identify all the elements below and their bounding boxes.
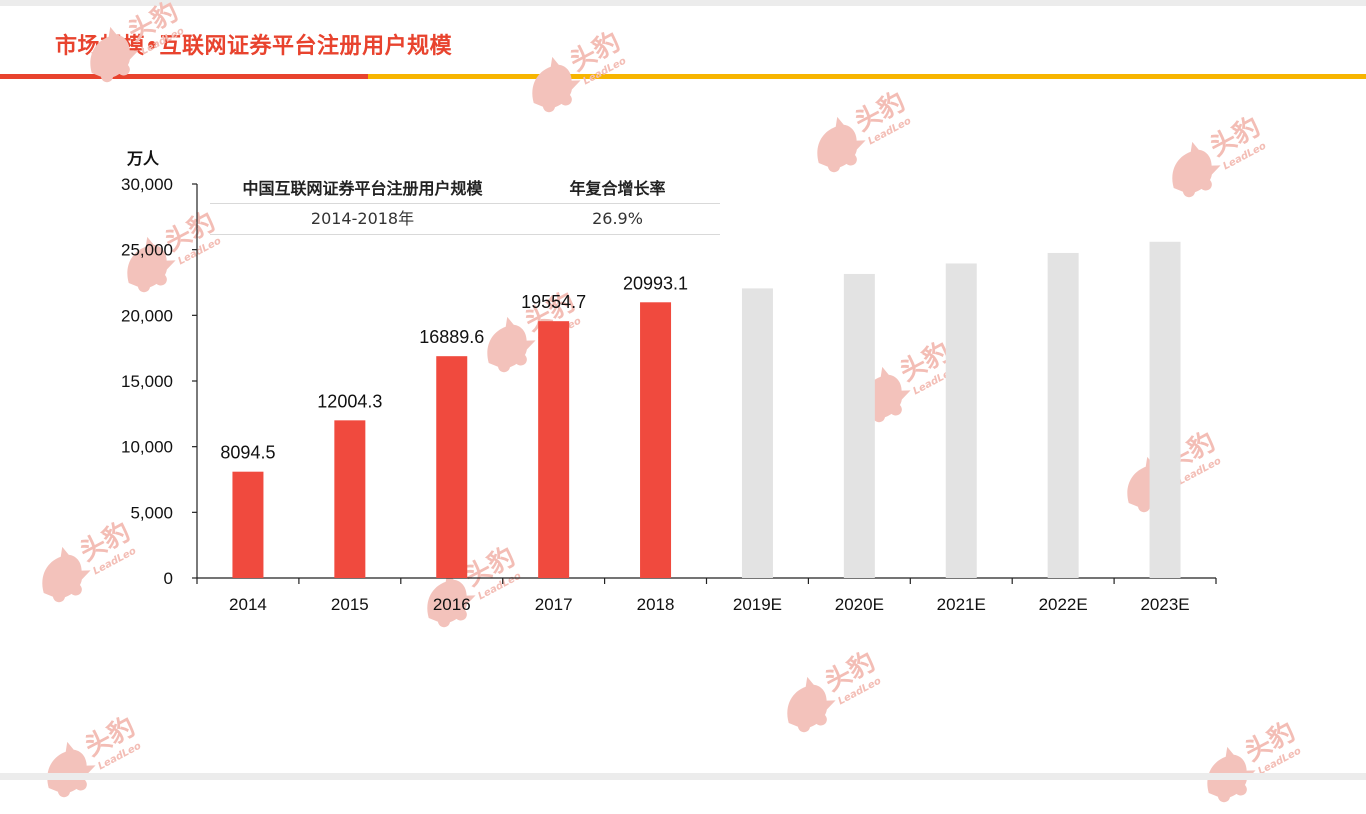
x-tick-label-2018: 2018 (637, 595, 675, 614)
y-tick-label: 5,000 (130, 503, 173, 522)
bar-2015 (334, 420, 366, 578)
x-tick-label-2017: 2017 (535, 595, 573, 614)
bar-2018 (640, 302, 672, 578)
bar-chart: 0 5,000 10,000 15,000 20,000 25,000 30,000 8094… (121, 175, 1217, 614)
data-label-2017: 19554.7 (521, 292, 586, 312)
bar-forecast-2023E (1149, 241, 1181, 578)
data-label-2018: 20993.1 (623, 273, 688, 293)
bottom-strip (0, 773, 1366, 780)
y-tick-label: 20,000 (121, 306, 173, 325)
x-tick-label-2014: 2014 (229, 595, 267, 614)
y-tick-label: 10,000 (121, 438, 173, 457)
bar-forecast-2022E (1047, 252, 1079, 578)
cagr-header-metric: 中国互联网证券平台注册用户规模 (242, 179, 483, 198)
cagr-period: 2014-2018年 (310, 209, 415, 228)
data-label-2014: 8094.5 (220, 443, 275, 463)
x-tick-label-2020E: 2020E (835, 595, 884, 614)
y-tick-label: 30,000 (121, 175, 173, 194)
x-tick-label-2023E: 2023E (1140, 595, 1189, 614)
title-underline-yellow (368, 74, 1366, 79)
data-label-2016: 16889.6 (419, 327, 484, 347)
y-tick-label: 25,000 (121, 241, 173, 260)
bar-2014 (232, 471, 264, 578)
cagr-table: 中国互联网证券平台注册用户规模 年复合增长率 2014-2018年 26.9% (210, 175, 720, 235)
bar-2017 (538, 321, 570, 578)
y-tick-label: 15,000 (121, 372, 173, 391)
bar-forecast-2020E (843, 273, 875, 578)
x-tick-label-2019E: 2019E (733, 595, 782, 614)
cagr-divider (210, 203, 720, 204)
data-label-2015: 12004.3 (317, 391, 382, 411)
bar-2016 (436, 356, 468, 578)
x-tick-label-2022E: 2022E (1039, 595, 1088, 614)
y-tick-label: 0 (164, 569, 173, 588)
title-underline-red (0, 74, 368, 79)
x-tick-label-2021E: 2021E (937, 595, 986, 614)
x-tick-label-2015: 2015 (331, 595, 369, 614)
top-strip (0, 0, 1366, 6)
bar-forecast-2019E (741, 288, 773, 578)
x-tick-label-2016: 2016 (433, 595, 471, 614)
cagr-divider-bottom (210, 234, 720, 235)
cagr-header-rate: 年复合增长率 (569, 179, 666, 198)
cagr-value: 26.9% (592, 209, 643, 228)
bar-forecast-2021E (945, 263, 977, 578)
y-axis-unit: 万人 (127, 149, 160, 168)
